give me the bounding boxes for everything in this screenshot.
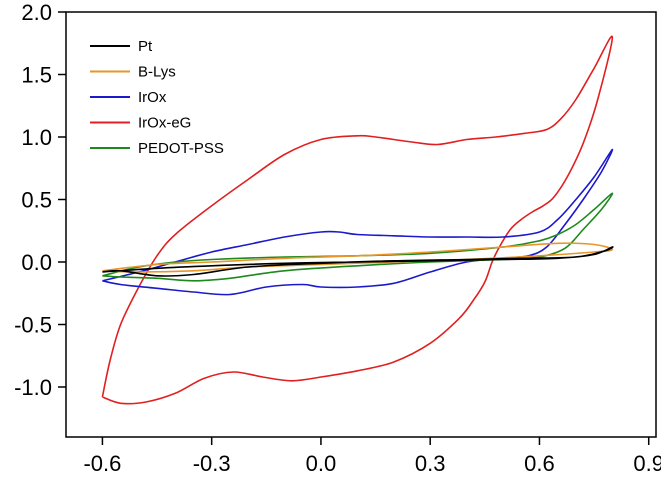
series-line-pt bbox=[102, 246, 614, 277]
x-tick-label: 0.3 bbox=[415, 451, 446, 476]
x-tick-label: 0.6 bbox=[524, 451, 555, 476]
ticks-layer: -0.6 -0.3 0.0 0.3 0.6 0.9 2.0 1.5 1.0 0.5 0.0 -0.5 -… bbox=[14, 0, 661, 476]
legend-label: B-Lys bbox=[138, 64, 176, 81]
y-tick-label: 0.0 bbox=[21, 250, 52, 275]
x-tick-label: -0.3 bbox=[193, 451, 231, 476]
x-tick-label: 0.9 bbox=[633, 451, 661, 476]
x-tick-label: -0.6 bbox=[83, 451, 121, 476]
series-layer bbox=[101, 35, 614, 405]
y-tick-label: 2.0 bbox=[21, 0, 52, 25]
plot-frame bbox=[65, 11, 657, 438]
x-tick-label: 0.0 bbox=[306, 451, 337, 476]
legend-label: IrOx-eG bbox=[138, 115, 191, 132]
legend-label: IrOx bbox=[138, 89, 167, 106]
y-tick-label: 1.5 bbox=[21, 63, 52, 88]
y-tick-label: 0.5 bbox=[21, 188, 52, 213]
series-line-irox bbox=[102, 148, 614, 296]
legend-label: Pt bbox=[138, 38, 153, 55]
legend-label: PEDOT-PSS bbox=[138, 140, 224, 157]
series-line-pedot-pss bbox=[102, 192, 614, 282]
legend: Pt B-Lys IrOx IrOx-eG PEDOT-PSS bbox=[90, 38, 224, 157]
series-line-irox-eg bbox=[101, 35, 614, 405]
y-tick-label: -1.0 bbox=[14, 375, 52, 400]
y-tick-label: -0.5 bbox=[14, 313, 52, 338]
y-tick-label: 1.0 bbox=[21, 125, 52, 150]
